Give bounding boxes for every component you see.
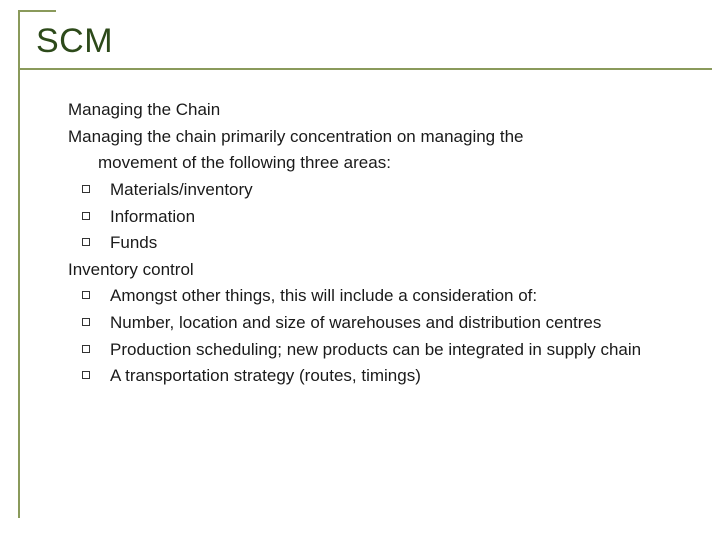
list-item: Amongst other things, this will include … [68, 284, 688, 309]
bullet-text: Amongst other things, this will include … [110, 284, 688, 309]
list-item: Production scheduling; new products can … [68, 338, 688, 363]
square-bullet-icon [82, 185, 90, 193]
section1-heading: Managing the Chain [68, 98, 688, 123]
section1-intro-line1: Managing the chain primarily concentrati… [68, 125, 688, 150]
bullet-text: Funds [110, 231, 688, 256]
bullet-text: Number, location and size of warehouses … [110, 311, 688, 336]
square-bullet-icon [82, 291, 90, 299]
accent-horizontal-tick [18, 10, 56, 12]
square-bullet-icon [82, 345, 90, 353]
bullet-text: Materials/inventory [110, 178, 688, 203]
slide-title: SCM [36, 22, 113, 61]
list-item: Information [68, 205, 688, 230]
square-bullet-icon [82, 212, 90, 220]
bullet-text: Production scheduling; new products can … [110, 338, 688, 363]
section2-heading: Inventory control [68, 258, 688, 283]
title-underline [20, 68, 712, 70]
square-bullet-icon [82, 238, 90, 246]
square-bullet-icon [82, 318, 90, 326]
accent-vertical-line [18, 10, 20, 518]
slide-content: Managing the Chain Managing the chain pr… [68, 98, 688, 391]
list-item: A transportation strategy (routes, timin… [68, 364, 688, 389]
list-item: Number, location and size of warehouses … [68, 311, 688, 336]
list-item: Funds [68, 231, 688, 256]
bullet-text: Information [110, 205, 688, 230]
bullet-text: A transportation strategy (routes, timin… [110, 364, 688, 389]
square-bullet-icon [82, 371, 90, 379]
section1-intro-line2: movement of the following three areas: [68, 151, 688, 176]
list-item: Materials/inventory [68, 178, 688, 203]
